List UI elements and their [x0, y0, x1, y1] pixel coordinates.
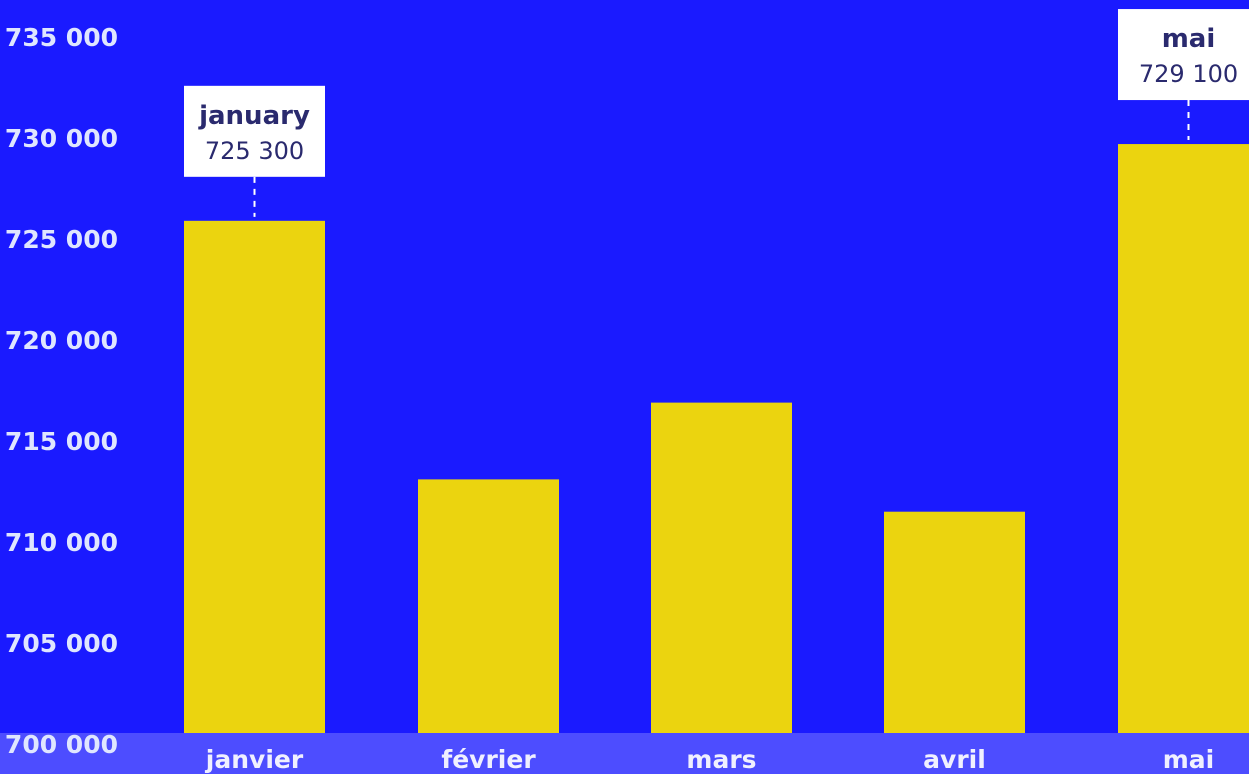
- bar-février: [418, 479, 559, 733]
- bar-janvier: [184, 220, 325, 733]
- y-tick-label: 725 000: [5, 225, 118, 254]
- y-tick-label: 705 000: [5, 629, 118, 658]
- x-tick-label: janvier: [205, 745, 304, 774]
- y-tick-label: 715 000: [5, 427, 118, 456]
- callout-value: 725 300: [205, 137, 304, 165]
- y-tick-label: 720 000: [5, 326, 118, 355]
- callout-value: 729 100: [1139, 60, 1238, 88]
- bar-avril: [884, 511, 1025, 733]
- y-tick-label: 710 000: [5, 528, 118, 557]
- y-tick-label: 700 000: [5, 730, 118, 759]
- bar-mai: [1118, 144, 1249, 733]
- callout-box: [184, 85, 325, 177]
- y-tick-label: 735 000: [5, 23, 118, 52]
- callout-box: [1118, 9, 1249, 101]
- x-tick-label: février: [441, 745, 536, 774]
- x-tick-label: mars: [686, 745, 756, 774]
- y-tick-label: 730 000: [5, 124, 118, 153]
- x-axis-band: [0, 733, 1249, 774]
- callout-label: january: [198, 101, 310, 131]
- x-tick-label: avril: [923, 745, 986, 774]
- bar-mars: [651, 402, 792, 733]
- callout-label: mai: [1162, 24, 1216, 54]
- x-tick-label: mai: [1163, 745, 1215, 774]
